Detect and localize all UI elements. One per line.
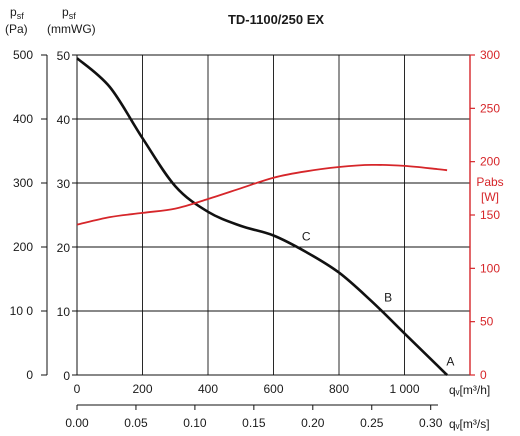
pa-tick-label: 200: [13, 240, 33, 254]
pressure-curve: [76, 57, 448, 376]
mmwg-tick-label: 0: [63, 369, 70, 383]
power-curve: [76, 163, 448, 226]
w-tick-label: 200: [480, 155, 500, 169]
mmwg-tick-label: 20: [57, 241, 71, 255]
m3s-tick-label: 0.05: [124, 416, 148, 430]
m3h-tick-label: 600: [263, 382, 283, 396]
m3s-tick-label: 0.00: [65, 416, 89, 430]
left-axis-mmwg-unit: (mmWG): [47, 22, 96, 36]
m3s-tick-label: 0.10: [183, 416, 207, 430]
w-tick-label: 300: [480, 48, 500, 62]
m3s-tick-label: 0.20: [301, 416, 325, 430]
w-tick-label: 150: [480, 208, 500, 222]
x-axis-m3h-label: qᵥ[m³/h]: [449, 383, 490, 397]
annotations: C B A: [302, 230, 454, 369]
grid: [41, 54, 475, 410]
left-axis-mmwg-symbol: psf: [62, 5, 76, 21]
pa-tick-label: 10 0: [10, 304, 34, 318]
curve-point-label-c: C: [302, 230, 311, 244]
pa-tick-label: 300: [13, 176, 33, 190]
curve-point-label-a: A: [446, 354, 454, 368]
m3s-tick-label: 0.30: [419, 416, 443, 430]
left-axis-mmwg-subscript: sf: [69, 11, 77, 21]
mmwg-tick-label: 30: [57, 177, 71, 191]
x-axis-m3s-label: qᵥ[m³/s]: [449, 417, 490, 431]
left-axis-pa-symbol: psf: [10, 5, 24, 21]
pa-tick-label: 500: [13, 48, 33, 62]
m3h-tick-label: 400: [198, 382, 218, 396]
pa-tick-label: 400: [13, 112, 33, 126]
left-axis-pa-unit: (Pa): [5, 22, 28, 36]
w-tick-label: 50: [480, 315, 494, 329]
m3h-tick-label: 200: [132, 382, 152, 396]
m3h-tick-label: 1 000: [389, 382, 419, 396]
right-axis-unit: [W]: [481, 190, 499, 204]
mmwg-tick-label: 10: [57, 305, 71, 319]
right-axis-title: Pabs: [476, 175, 503, 189]
m3h-tick-label: 0: [74, 382, 81, 396]
w-tick-label: 0: [480, 368, 487, 382]
curve-point-label-b: B: [384, 290, 392, 304]
m3h-tick-label: 800: [329, 382, 349, 396]
curves: [76, 57, 448, 376]
mmwg-tick-label: 50: [57, 49, 71, 63]
pa-tick-label: 0: [26, 368, 33, 382]
left-axis-pa-subscript: sf: [17, 11, 25, 21]
mmwg-tick-label: 40: [57, 113, 71, 127]
w-tick-label: 250: [480, 101, 500, 115]
w-tick-label: 100: [480, 261, 500, 275]
chart-title: TD-1100/250 EX: [228, 12, 324, 27]
m3s-tick-label: 0.25: [360, 416, 384, 430]
m3s-tick-label: 0.15: [242, 416, 266, 430]
